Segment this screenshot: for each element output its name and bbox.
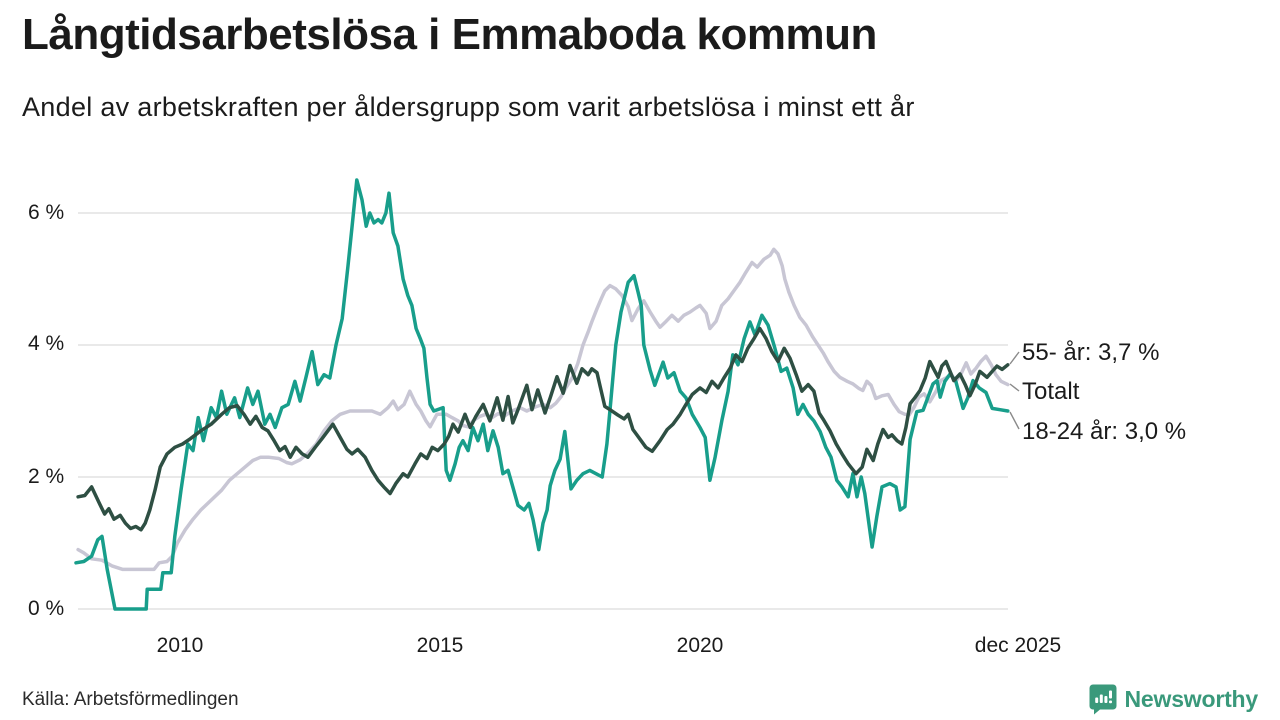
newsworthy-logo-icon	[1089, 684, 1117, 715]
newsworthy-wordmark: Newsworthy	[1124, 686, 1259, 712]
y-axis-tick-0: 0 %	[28, 597, 65, 620]
series-line-totalt	[76, 247, 1010, 572]
newsworthy-logo: Newsworthy	[1089, 684, 1258, 715]
chart-subtitle: Andel av arbetskraften per åldersgrupp s…	[22, 92, 915, 122]
series-line-55-r	[76, 326, 1010, 532]
x-axis-tick-dec-2025: dec 2025	[974, 634, 1062, 657]
label-connector-lines	[1009, 351, 1020, 430]
y-axis-tick-2: 2 %	[28, 465, 65, 488]
end-label-18-24-ar: 18-24 år: 3,0 %	[1022, 418, 1187, 445]
y-axis-tick-6: 6 %	[28, 201, 65, 224]
end-label-totalt: Totalt	[1022, 378, 1080, 405]
end-label-55-ar: 55- år: 3,7 %	[1022, 339, 1160, 366]
source-credit: Källa: Arbetsförmedlingen	[22, 689, 239, 710]
series-lines	[74, 178, 1010, 611]
x-axis-tick-2010: 2010	[156, 634, 204, 657]
series-line-18-24-r	[74, 178, 1010, 611]
x-axis-tick-2020: 2020	[676, 634, 724, 657]
y-axis-tick-4: 4 %	[28, 332, 65, 355]
page-title: Långtidsarbetslösa i Emmaboda kommun	[22, 10, 877, 59]
x-axis-tick-2015: 2015	[416, 634, 464, 657]
